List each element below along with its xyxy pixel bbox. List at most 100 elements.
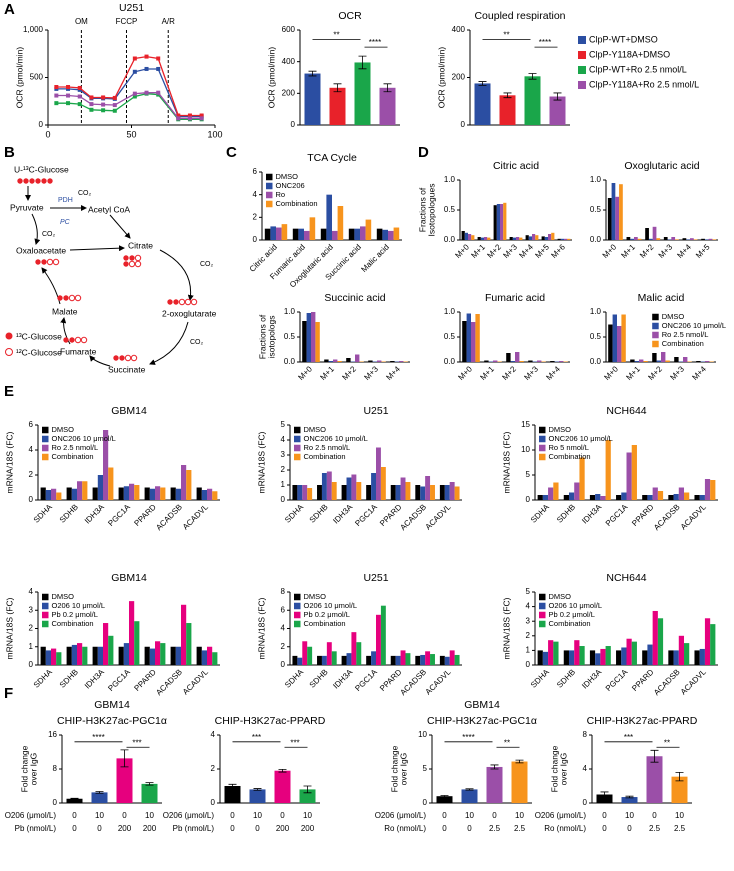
legend-swatch: [294, 602, 301, 610]
y-tick-label: 1.0: [590, 175, 602, 184]
bar: [103, 623, 109, 665]
significance-label: **: [333, 31, 339, 40]
bar: [390, 485, 396, 500]
bar: [376, 228, 383, 240]
bar: [376, 447, 381, 500]
bar: [355, 354, 360, 362]
bar: [307, 488, 313, 500]
bar: [175, 646, 181, 665]
error-bar: [503, 92, 512, 99]
error-bar: [95, 791, 104, 794]
y-axis-label: Fold change: [549, 745, 559, 792]
bar: [553, 482, 559, 500]
significance-label: ****: [462, 733, 474, 742]
x-row-value: 0: [230, 824, 235, 833]
bar: [354, 62, 371, 125]
bar: [712, 239, 717, 240]
bar: [326, 642, 332, 665]
legend-swatch: [42, 426, 49, 434]
y-tick-label: 600: [282, 25, 296, 34]
bar: [186, 623, 192, 665]
bar: [366, 655, 372, 665]
bar: [170, 487, 176, 500]
point: [89, 95, 94, 100]
bar: [436, 796, 453, 803]
x-row-value: 10: [95, 811, 104, 820]
bar: [519, 361, 524, 362]
legend-swatch: [539, 620, 546, 628]
bar: [56, 492, 62, 500]
bar: [415, 655, 421, 665]
bar: [701, 238, 705, 240]
error-bar: [465, 788, 474, 791]
y-tick-label: 8: [281, 587, 286, 596]
bar: [574, 482, 580, 500]
y-tick-label: 0: [281, 495, 286, 504]
bar: [444, 656, 450, 665]
point: [144, 90, 149, 95]
bar: [568, 650, 575, 665]
x-row-value: 10: [675, 811, 684, 820]
y-tick-label: 0: [53, 798, 58, 807]
point: [187, 116, 192, 121]
legend-swatch: [652, 313, 659, 321]
bar: [528, 236, 532, 240]
bar: [420, 486, 426, 500]
legend-swatch: [266, 191, 273, 199]
bar: [359, 361, 364, 362]
x-row-value: 200: [301, 824, 315, 833]
bar: [700, 361, 705, 362]
bar: [292, 655, 298, 665]
legend-label: Ro 2.5 nmol/L: [52, 443, 99, 452]
x-tick-label: M+0: [296, 364, 314, 382]
event-label: OM: [75, 17, 88, 26]
point: [66, 101, 71, 106]
legend-label: O206 10 μmol/L: [549, 601, 603, 610]
x-tick-label: M+4: [517, 242, 535, 260]
error-bar: [303, 785, 312, 794]
y-tick-label: 5: [526, 587, 531, 596]
bar: [77, 481, 83, 500]
y-tick-label: 0.5: [444, 332, 456, 341]
bar: [579, 457, 585, 500]
bar: [333, 359, 338, 362]
bar: [690, 238, 694, 240]
bar: [103, 430, 109, 500]
x-row-value: 0: [72, 811, 77, 820]
bar: [326, 194, 332, 240]
bar: [461, 789, 478, 803]
bar: [605, 646, 611, 665]
legend-swatch: [42, 611, 49, 619]
bar: [276, 227, 282, 240]
x-tick-label: PGC1A: [604, 502, 630, 528]
x-row-label: Pb (nmol/L): [15, 824, 57, 833]
point: [156, 56, 161, 61]
bar: [710, 480, 716, 500]
diagram-label: Fumarate: [60, 346, 97, 356]
bar: [82, 646, 88, 665]
bar: [493, 205, 497, 240]
arrow: [69, 245, 125, 252]
legend-swatch: [652, 340, 659, 348]
y-tick-label: 0: [29, 660, 34, 669]
legend-swatch: [539, 444, 546, 452]
bar: [484, 237, 488, 240]
y-tick-label: 2: [211, 764, 216, 773]
legend-swatch: [294, 426, 301, 434]
x-tick-label: ACADSB: [154, 668, 184, 698]
legend-label: DMSO: [52, 425, 75, 434]
carbon-dots: [113, 354, 138, 362]
bar: [656, 238, 661, 240]
panel-letter: E: [4, 383, 14, 400]
legend-label: DMSO: [549, 425, 572, 434]
x-row-value: 0: [230, 811, 235, 820]
bar: [661, 352, 666, 362]
bar: [515, 352, 520, 362]
bar: [579, 646, 585, 665]
x-row-value: 200: [276, 824, 290, 833]
legend-swatch: [539, 435, 546, 443]
legend-swatch: [578, 66, 586, 74]
bar: [403, 361, 408, 362]
y-axis-label: Fractions of: [257, 314, 267, 359]
bar: [652, 610, 658, 665]
